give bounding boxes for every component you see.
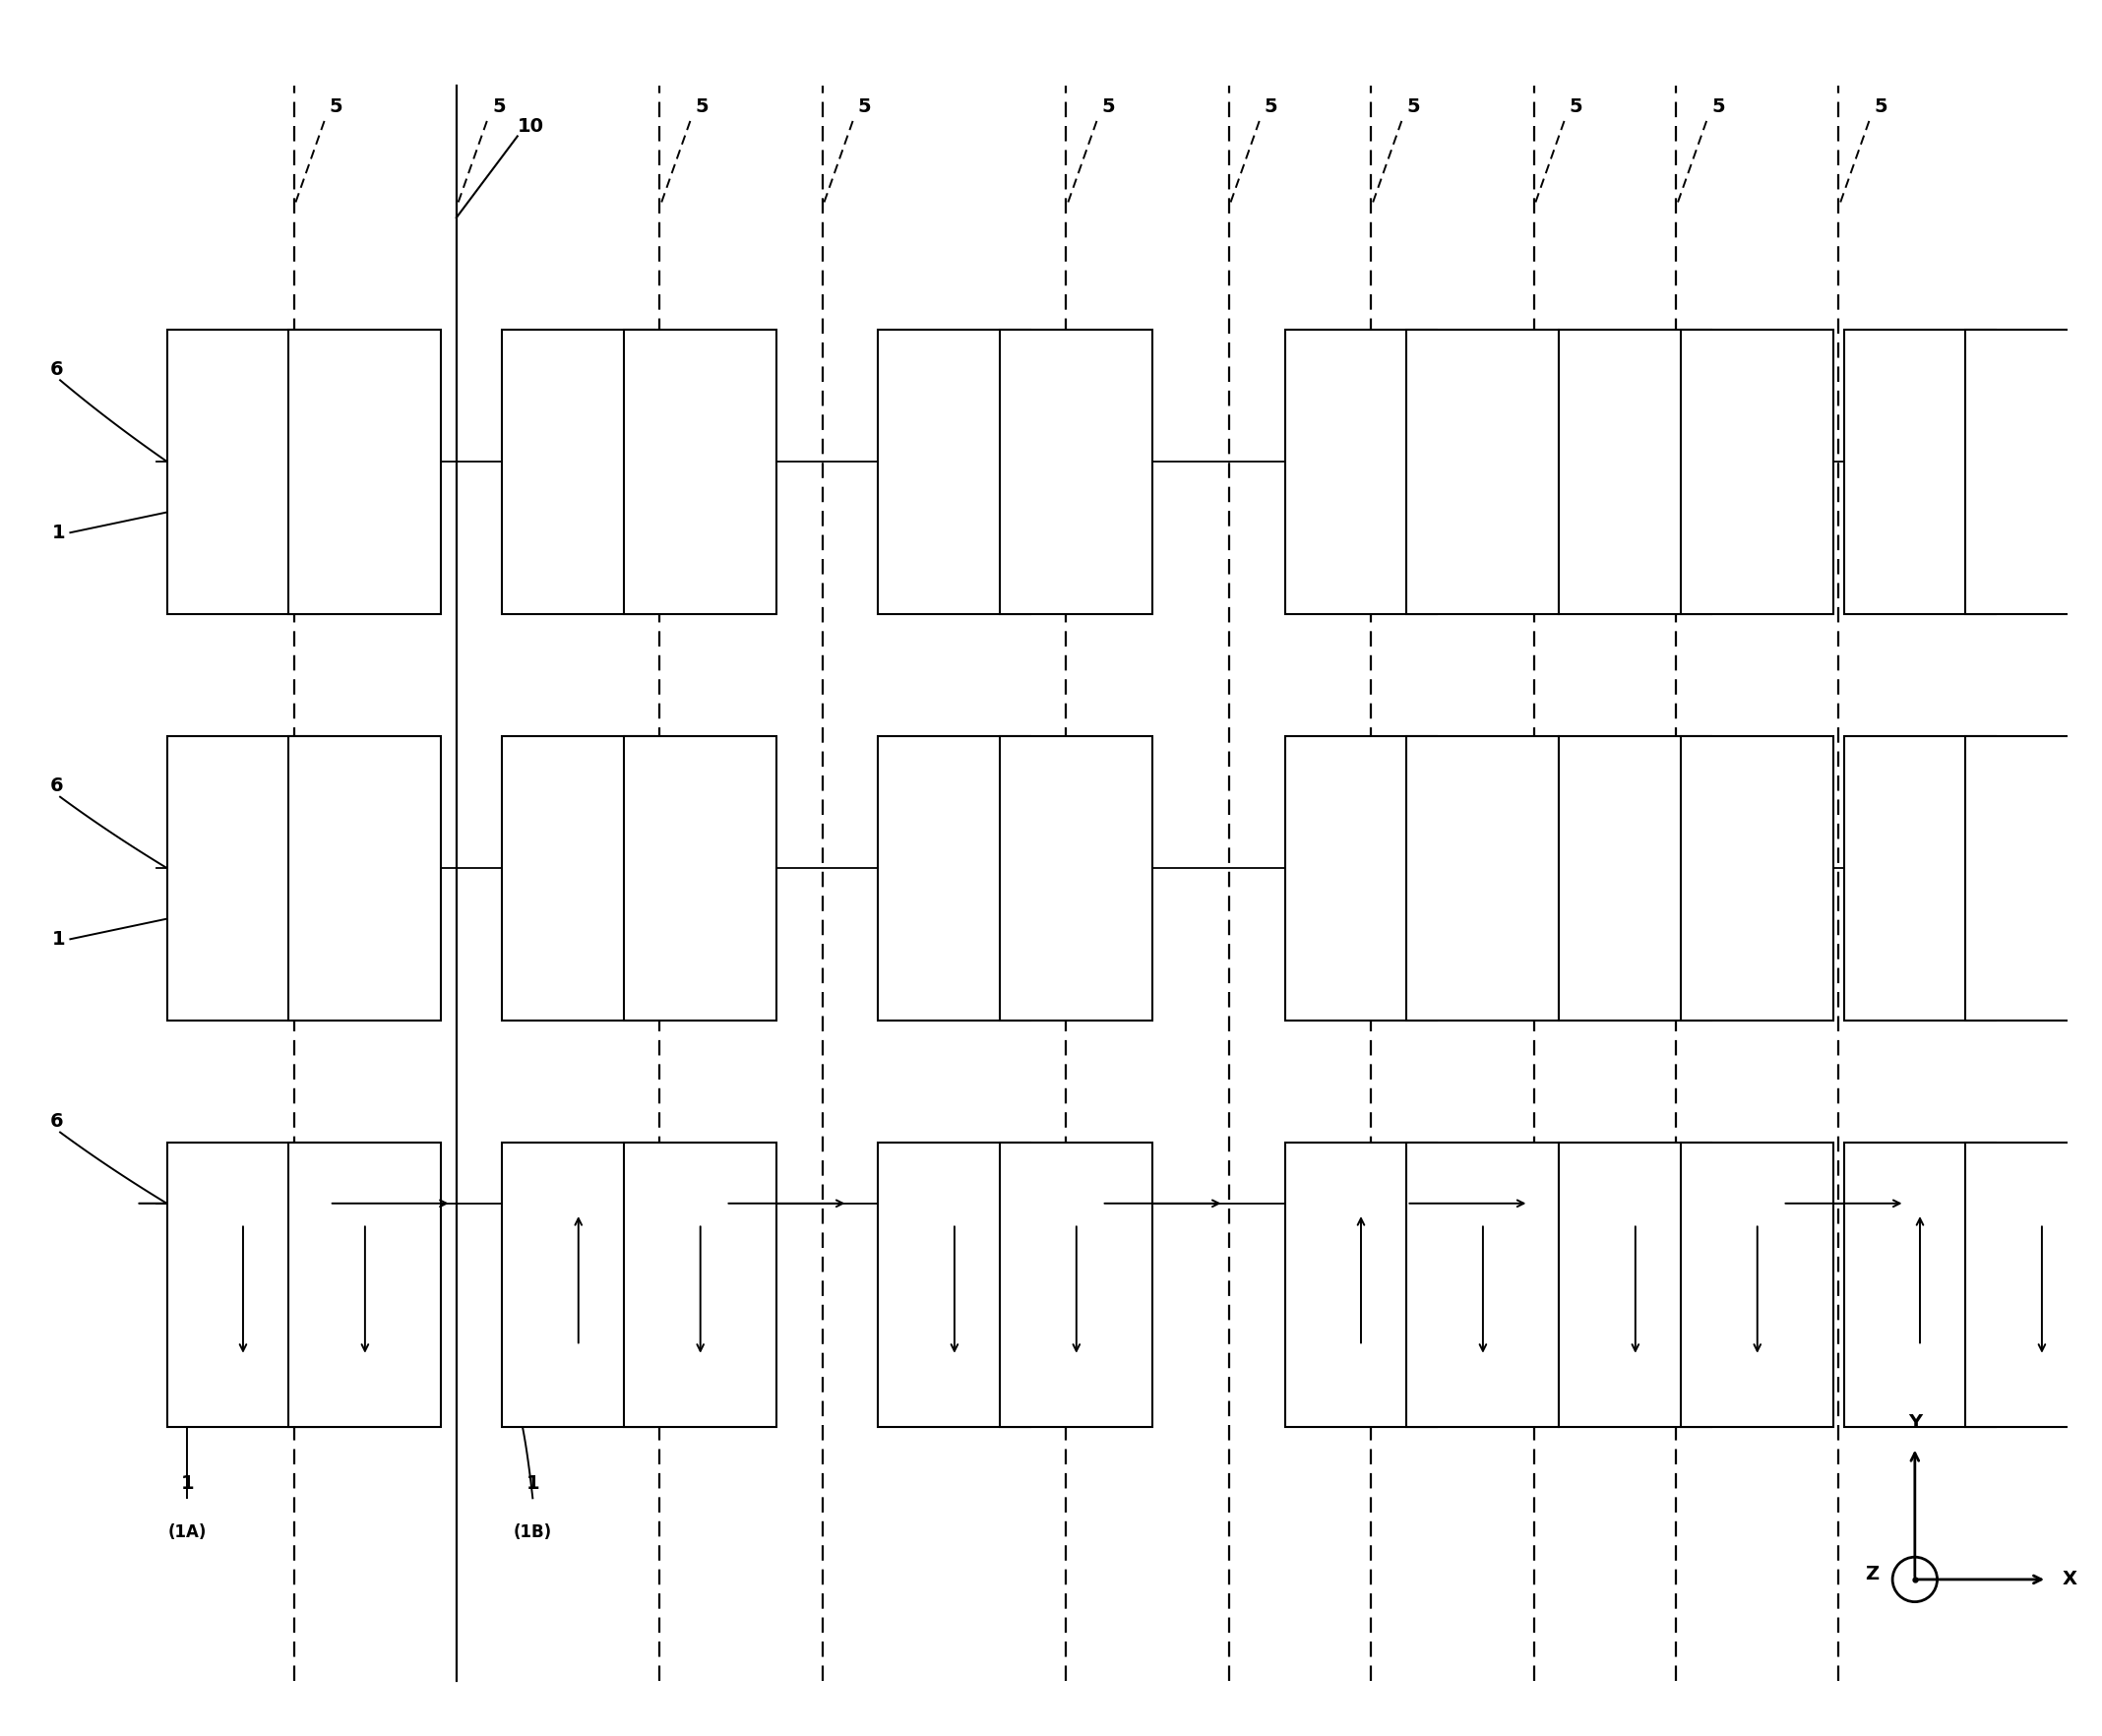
Text: 5: 5 <box>696 97 708 116</box>
Bar <box>1682 1142 1833 1427</box>
Bar <box>1682 330 1833 615</box>
Text: 5: 5 <box>492 97 504 116</box>
Text: Y: Y <box>1909 1413 1921 1432</box>
Text: 5: 5 <box>1406 97 1421 116</box>
Bar <box>1406 330 1560 615</box>
Bar <box>288 736 441 1021</box>
Bar <box>624 736 776 1021</box>
Bar <box>624 330 776 615</box>
Bar <box>1843 330 1997 615</box>
Bar <box>1406 1142 1560 1427</box>
Text: 5: 5 <box>858 97 872 116</box>
Bar <box>1284 330 1438 615</box>
Text: 10: 10 <box>517 118 544 135</box>
Bar <box>1965 330 2102 615</box>
Bar <box>502 736 654 1021</box>
Bar <box>1001 1142 1152 1427</box>
Bar <box>1284 1142 1438 1427</box>
Bar <box>1001 736 1152 1021</box>
Bar <box>1843 736 1997 1021</box>
Bar <box>502 330 654 615</box>
Text: 5: 5 <box>1875 97 1888 116</box>
Text: 6: 6 <box>50 1113 63 1130</box>
Text: 6: 6 <box>50 776 63 795</box>
Bar <box>879 736 1030 1021</box>
Bar <box>1284 736 1438 1021</box>
Bar <box>166 330 320 615</box>
Bar <box>1682 736 1833 1021</box>
Bar <box>1560 1142 1711 1427</box>
Bar <box>1560 736 1711 1021</box>
Bar <box>166 736 320 1021</box>
Bar <box>288 330 441 615</box>
Text: (1A): (1A) <box>168 1524 206 1542</box>
Text: 6: 6 <box>50 359 63 378</box>
Bar <box>1843 1142 1997 1427</box>
Bar <box>288 1142 441 1427</box>
Text: 5: 5 <box>330 97 343 116</box>
Bar <box>1965 736 2102 1021</box>
Bar <box>879 1142 1030 1427</box>
Text: 1: 1 <box>526 1474 540 1493</box>
Text: 1: 1 <box>53 930 65 948</box>
Text: 1: 1 <box>181 1474 193 1493</box>
Text: 5: 5 <box>1570 97 1583 116</box>
Text: (1B): (1B) <box>513 1524 553 1542</box>
Bar <box>1001 330 1152 615</box>
Text: 5: 5 <box>1711 97 1726 116</box>
Bar <box>166 1142 320 1427</box>
Text: X: X <box>2062 1569 2077 1588</box>
Bar <box>502 1142 654 1427</box>
Bar <box>1406 736 1560 1021</box>
Bar <box>1965 1142 2102 1427</box>
Bar <box>1560 330 1711 615</box>
Text: Z: Z <box>1864 1566 1879 1583</box>
Bar <box>879 330 1030 615</box>
Bar <box>624 1142 776 1427</box>
Text: 5: 5 <box>1101 97 1116 116</box>
Text: 5: 5 <box>1265 97 1278 116</box>
Text: 1: 1 <box>53 523 65 542</box>
